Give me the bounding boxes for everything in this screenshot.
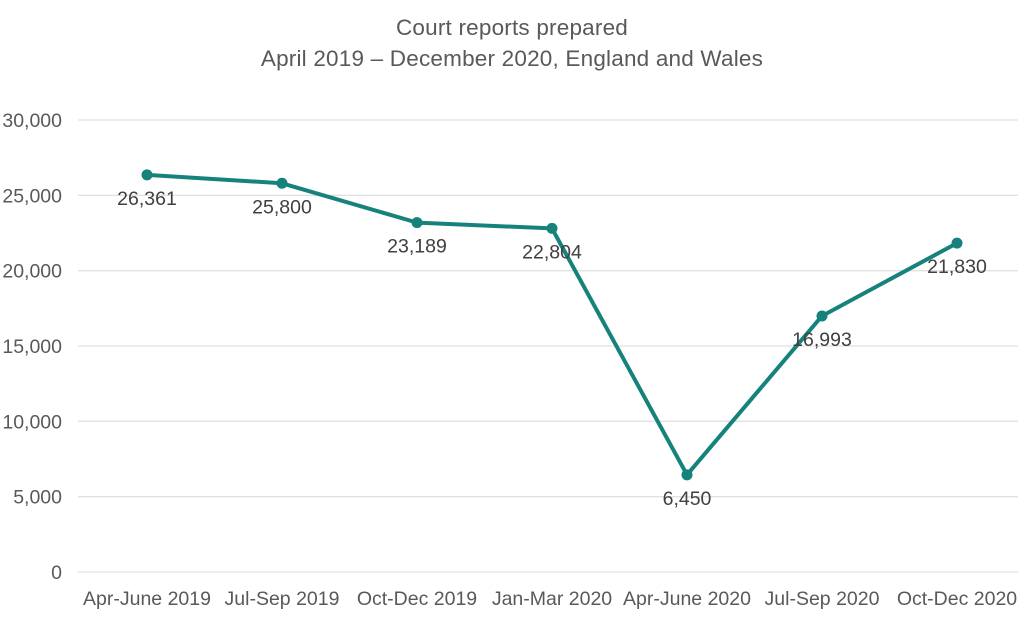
x-axis-label: Jan-Mar 2020 — [492, 588, 612, 610]
data-point — [816, 310, 828, 322]
data-point — [276, 177, 288, 189]
y-tick-label: 5,000 — [13, 487, 62, 509]
x-axis-label: Apr-June 2019 — [83, 588, 211, 610]
data-point-label: 6,450 — [663, 488, 712, 510]
x-axis-label: Apr-June 2020 — [623, 588, 751, 610]
data-point — [951, 237, 963, 249]
data-point — [546, 222, 558, 234]
data-point-label: 22,804 — [522, 241, 582, 263]
data-point-label: 25,800 — [252, 196, 312, 218]
data-point-label: 23,189 — [387, 236, 447, 258]
x-axis-label: Jul-Sep 2019 — [225, 588, 340, 610]
chart-title-line1: Court reports prepared — [395, 15, 628, 40]
x-axis-label: Jul-Sep 2020 — [765, 588, 880, 610]
chart-title-line2: April 2019 – December 2020, England and … — [260, 46, 764, 71]
chart-title: Court reports prepared April 2019 – Dece… — [0, 12, 1024, 74]
y-tick-label: 0 — [51, 562, 62, 584]
data-point — [141, 169, 153, 181]
data-point — [681, 469, 693, 481]
data-point-label: 16,993 — [792, 329, 852, 351]
trend-line — [145, 172, 959, 477]
y-tick-label: 25,000 — [2, 185, 62, 207]
y-tick-label: 15,000 — [2, 336, 62, 358]
y-tick-label: 10,000 — [2, 411, 62, 433]
x-axis-label: Oct-Dec 2019 — [357, 588, 477, 610]
data-point-label: 26,361 — [117, 188, 177, 210]
y-tick-label: 20,000 — [2, 261, 62, 283]
data-point — [411, 217, 423, 229]
x-axis-label: Oct-Dec 2020 — [897, 588, 1017, 610]
data-point-label: 21,830 — [927, 256, 987, 278]
y-tick-label: 30,000 — [2, 110, 62, 132]
